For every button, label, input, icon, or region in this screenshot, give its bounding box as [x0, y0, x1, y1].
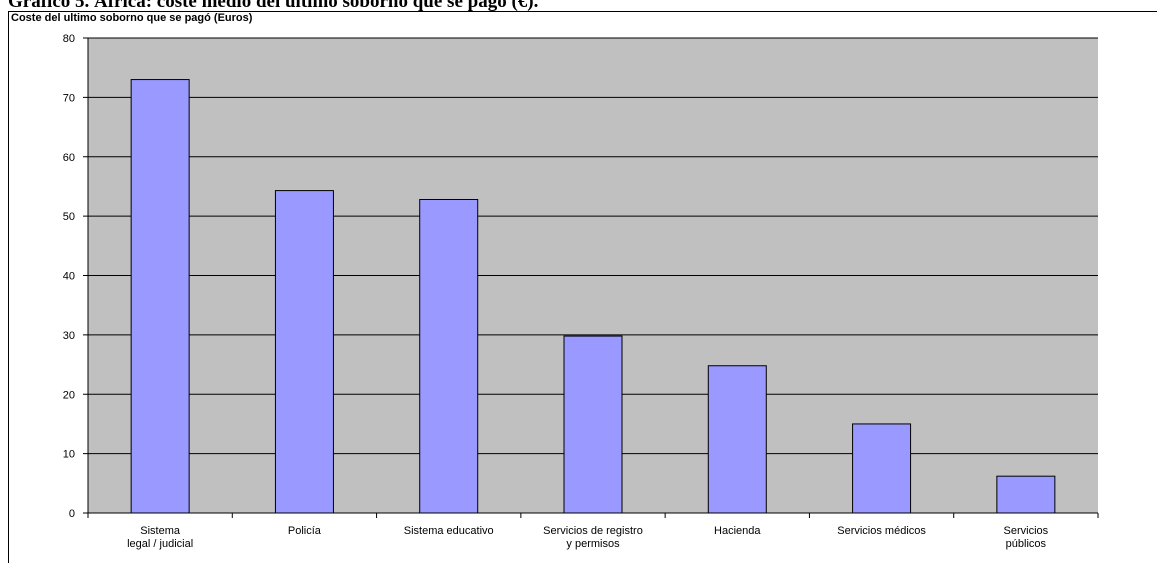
- x-category-label: Hacienda: [714, 525, 761, 537]
- x-category-label: Policía: [288, 525, 322, 537]
- y-tick-label: 0: [69, 508, 75, 520]
- bar: [996, 475, 1056, 514]
- x-category-label: Sistema educativo: [404, 525, 494, 537]
- bar: [130, 79, 190, 514]
- x-category-label: Servicios de registro y permisos: [543, 525, 643, 550]
- x-category-label: Sistema legal / judicial: [127, 525, 193, 550]
- chart-frame: [8, 11, 1157, 563]
- x-category-label: Servicios públicos: [1004, 525, 1049, 550]
- x-category-label: Servicios médicos: [837, 525, 926, 537]
- y-tick-label: 40: [63, 271, 75, 283]
- bar: [563, 335, 623, 514]
- bar: [274, 190, 334, 514]
- y-tick-label: 60: [63, 152, 75, 164]
- y-tick-label: 80: [63, 33, 75, 45]
- chart-heading: Gráfico 5. África: coste medio del últim…: [8, 0, 539, 12]
- bar: [419, 199, 479, 514]
- y-tick-label: 10: [63, 449, 75, 461]
- y-tick-label: 20: [63, 389, 75, 401]
- bar: [852, 423, 912, 514]
- y-tick-label: 30: [63, 330, 75, 342]
- y-tick-label: 70: [63, 92, 75, 104]
- bar: [707, 365, 767, 514]
- y-tick-label: 50: [63, 211, 75, 223]
- y-axis-title: Coste del ultimo soborno que se pagó (Eu…: [11, 12, 253, 24]
